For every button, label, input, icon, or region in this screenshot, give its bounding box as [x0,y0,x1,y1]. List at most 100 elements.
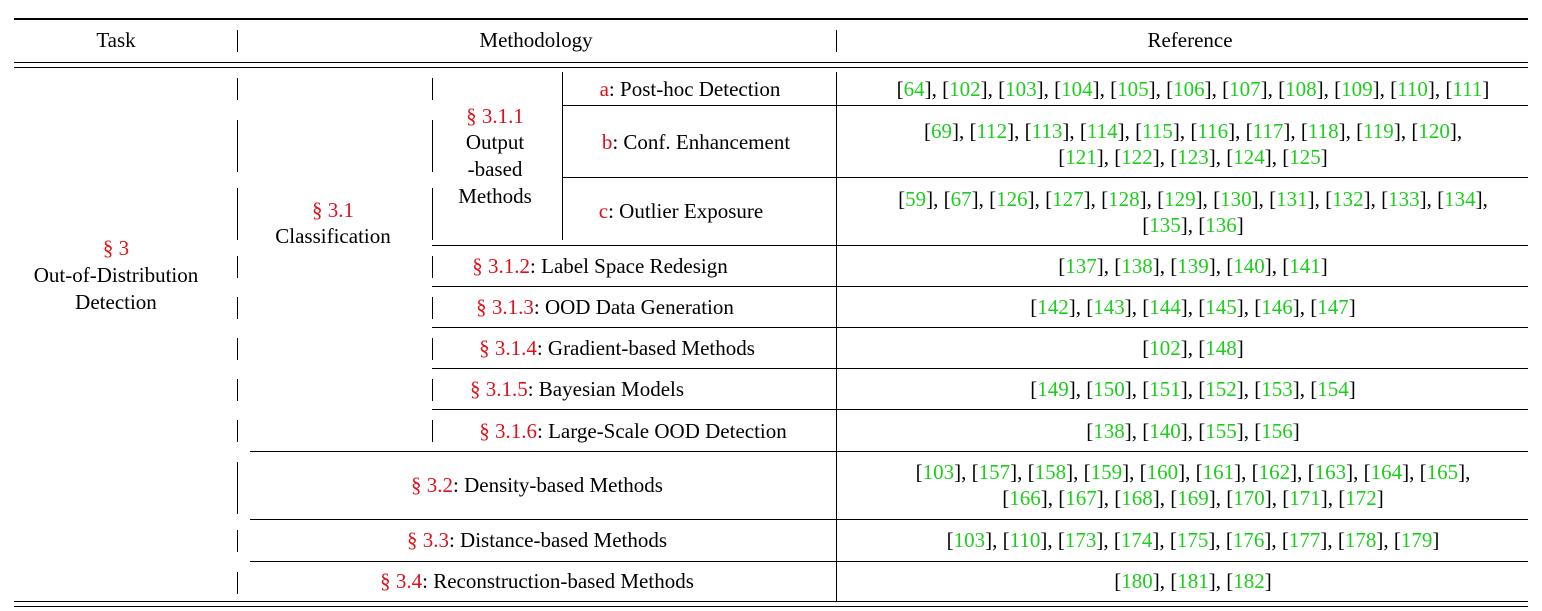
reference-link[interactable]: 151 [1149,377,1181,401]
reference-link[interactable]: 59 [905,187,927,211]
reference-link[interactable]: 116 [1197,119,1229,143]
reference-link[interactable]: 115 [1142,119,1173,143]
reference-link[interactable]: 121 [1065,145,1097,169]
reference-link[interactable]: 106 [1173,77,1205,101]
reference-link[interactable]: 109 [1341,77,1373,101]
reference-link[interactable]: 165 [1426,460,1459,484]
header-rule-1 [14,62,1528,63]
reference-link[interactable]: 176 [1232,528,1265,552]
reference-link[interactable]: 152 [1205,377,1237,401]
refs-line: [59], [67], [126], [127], [128], [129], … [898,187,1488,211]
reference-link[interactable]: 138 [1093,419,1125,443]
reference-link[interactable]: 67 [950,187,972,211]
reference-link[interactable]: 174 [1120,528,1153,552]
reference-link[interactable]: 110 [1009,528,1041,552]
reference-link[interactable]: 160 [1146,460,1179,484]
subrow-label-conf-enhancement: b: Conf. Enhancement [602,130,790,154]
reference-link[interactable]: 102 [949,77,981,101]
reference-link[interactable]: 125 [1289,145,1321,169]
reference-link[interactable]: 143 [1093,295,1125,319]
reference-link[interactable]: 141 [1289,254,1321,278]
reference-link[interactable]: 117 [1252,119,1284,143]
reference-link[interactable]: 103 [922,460,955,484]
reference-link[interactable]: 161 [1202,460,1235,484]
reference-link[interactable]: 163 [1314,460,1347,484]
header-task: Task [96,28,136,52]
reference-link[interactable]: 123 [1177,145,1209,169]
reference-link[interactable]: 110 [1397,77,1428,101]
reference-link[interactable]: 104 [1061,77,1093,101]
refs-line: [102], [148] [1142,336,1244,360]
reference-link[interactable]: 170 [1233,486,1265,510]
reference-link[interactable]: 179 [1400,528,1433,552]
reference-link[interactable]: 135 [1149,213,1181,237]
reference-link[interactable]: 107 [1229,77,1261,101]
reference-link[interactable]: 113 [1031,119,1063,143]
reference-link[interactable]: 126 [996,187,1028,211]
reference-link[interactable]: 180 [1121,569,1153,593]
reference-link[interactable]: 120 [1418,119,1450,143]
reference-link[interactable]: 177 [1288,528,1321,552]
reference-link[interactable]: 69 [930,119,952,143]
reference-link[interactable]: 144 [1149,295,1181,319]
refs-line: [64], [102], [103], [104], [105], [106],… [896,77,1490,101]
reference-link[interactable]: 169 [1177,486,1209,510]
reference-link[interactable]: 139 [1177,254,1209,278]
reference-link[interactable]: 122 [1121,145,1153,169]
reference-link[interactable]: 132 [1332,187,1364,211]
reference-link[interactable]: 172 [1345,486,1377,510]
reference-link[interactable]: 140 [1149,419,1181,443]
row-text: : OOD Data Generation [533,295,734,319]
reference-link[interactable]: 103 [953,528,986,552]
reference-link[interactable]: 111 [1452,77,1483,101]
reference-link[interactable]: 119 [1363,119,1394,143]
reference-link[interactable]: 114 [1086,119,1118,143]
reference-link[interactable]: 158 [1034,460,1067,484]
output-based-line3: Methods [458,184,532,208]
reference-link[interactable]: 146 [1261,295,1293,319]
row-divider [250,451,1528,452]
reference-link[interactable]: 167 [1065,486,1097,510]
reference-link[interactable]: 155 [1205,419,1237,443]
reference-link[interactable]: 168 [1121,486,1153,510]
reference-link[interactable]: 136 [1205,213,1237,237]
reference-link[interactable]: 131 [1276,187,1308,211]
reference-link[interactable]: 154 [1317,377,1349,401]
reference-link[interactable]: 134 [1444,187,1476,211]
reference-link[interactable]: 133 [1388,187,1420,211]
reference-link[interactable]: 140 [1233,254,1265,278]
reference-link[interactable]: 153 [1261,377,1293,401]
reference-link[interactable]: 148 [1205,336,1237,360]
reference-link[interactable]: 166 [1009,486,1041,510]
reference-link[interactable]: 138 [1121,254,1153,278]
reference-link[interactable]: 112 [976,119,1008,143]
reference-link[interactable]: 173 [1064,528,1097,552]
reference-link[interactable]: 156 [1261,419,1293,443]
reference-link[interactable]: 108 [1285,77,1317,101]
reference-link[interactable]: 142 [1037,295,1069,319]
reference-link[interactable]: 171 [1289,486,1321,510]
reference-link[interactable]: 178 [1344,528,1377,552]
reference-link[interactable]: 164 [1370,460,1403,484]
reference-link[interactable]: 128 [1108,187,1140,211]
reference-link[interactable]: 127 [1052,187,1084,211]
reference-link[interactable]: 124 [1233,145,1265,169]
reference-link[interactable]: 105 [1117,77,1149,101]
reference-link[interactable]: 175 [1176,528,1209,552]
reference-link[interactable]: 147 [1317,295,1349,319]
reference-link[interactable]: 181 [1177,569,1209,593]
reference-link[interactable]: 118 [1307,119,1339,143]
reference-link[interactable]: 64 [903,77,925,101]
reference-link[interactable]: 157 [978,460,1011,484]
reference-link[interactable]: 159 [1090,460,1123,484]
reference-link[interactable]: 182 [1233,569,1265,593]
reference-link[interactable]: 129 [1164,187,1196,211]
reference-link[interactable]: 162 [1258,460,1291,484]
reference-link[interactable]: 145 [1205,295,1237,319]
reference-link[interactable]: 102 [1149,336,1181,360]
reference-link[interactable]: 150 [1093,377,1125,401]
reference-link[interactable]: 103 [1005,77,1037,101]
reference-link[interactable]: 149 [1037,377,1069,401]
reference-link[interactable]: 137 [1065,254,1097,278]
reference-link[interactable]: 130 [1220,187,1252,211]
